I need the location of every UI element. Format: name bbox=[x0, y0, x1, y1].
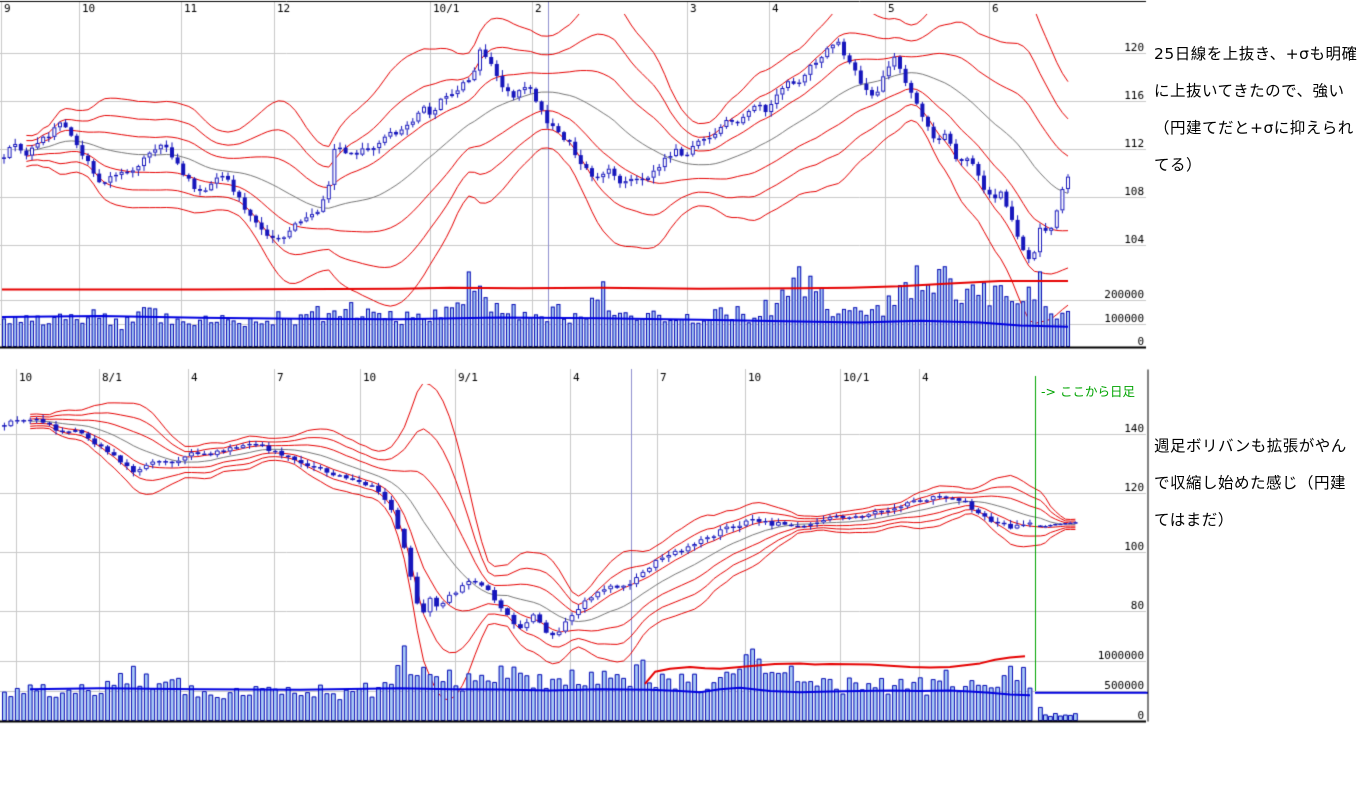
daily-start-marker-label: -> ここから日足 bbox=[1041, 384, 1135, 399]
weekly-chart-note: 週足ボリバンも拡張がやんで収縮し始めた感じ（円建てはまだ） bbox=[1154, 437, 1347, 529]
daily-chart-note: 25日線を上抜き、+σも明確に上抜いてきたので、強い（円建てだと+σに抑えられて… bbox=[1154, 45, 1358, 174]
